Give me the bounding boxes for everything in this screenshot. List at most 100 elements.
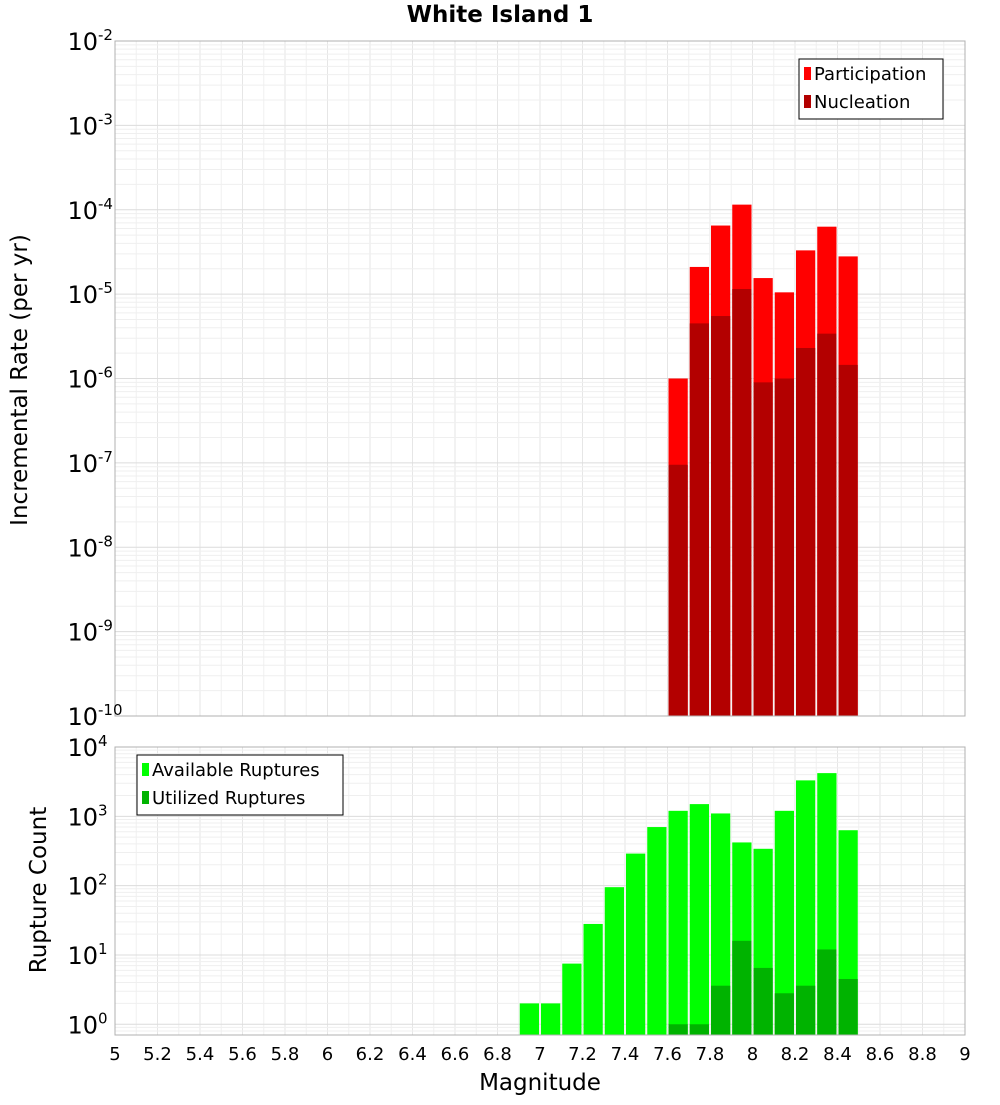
x-tick-label: 5.4 (186, 1044, 215, 1065)
x-tick-label: 7.2 (568, 1044, 597, 1065)
y-tick-label-base: 10 (67, 1011, 98, 1039)
y-tick-label-base: 10 (67, 942, 98, 970)
x-tick-label: 6.8 (483, 1044, 512, 1065)
y-tick-label-exponent: -9 (98, 617, 113, 635)
legend-swatch (804, 95, 811, 108)
x-tick-label: 8.6 (866, 1044, 895, 1065)
x-tick-label: 5.6 (228, 1044, 257, 1065)
utilized-ruptures-bar (817, 949, 837, 1035)
utilized-ruptures-bar (774, 993, 794, 1035)
y-tick-label-exponent: -7 (98, 448, 113, 466)
x-tick-label: 7 (534, 1044, 545, 1065)
top-y-axis-label: Incremental Rate (per yr) (7, 234, 33, 526)
x-tick-label: 6.2 (356, 1044, 385, 1065)
nucleation-bar (711, 316, 731, 716)
legend-box (798, 58, 944, 120)
y-tick-label-base: 10 (67, 873, 98, 901)
utilized-ruptures-bar (796, 985, 816, 1035)
available-ruptures-bar (626, 853, 646, 1035)
nucleation-bar (796, 347, 816, 716)
available-ruptures-bar (711, 813, 731, 1035)
y-tick-label-base: 10 (67, 28, 98, 56)
available-ruptures-bar (774, 810, 794, 1035)
utilized-ruptures-bar (668, 1024, 688, 1035)
y-tick-label-exponent: -3 (98, 110, 113, 128)
x-tick-label: 8.2 (781, 1044, 810, 1065)
legend-swatch (804, 67, 811, 80)
bottom-legend: Available Ruptures Utilized Ruptures (136, 754, 344, 816)
y-tick-label-base: 10 (67, 112, 98, 140)
y-tick-label-base: 10 (67, 281, 98, 309)
panel-0-grid (114, 40, 966, 717)
y-tick-label-exponent: -2 (98, 26, 113, 44)
y-tick-label-base: 10 (67, 450, 98, 478)
legend-swatch (142, 763, 149, 776)
x-tick-label: 9 (959, 1044, 970, 1065)
x-tick-label: 7.6 (653, 1044, 682, 1065)
nucleation-bar (817, 333, 837, 716)
available-ruptures-bar (519, 1003, 539, 1035)
y-tick-label-exponent: 4 (98, 732, 108, 750)
available-ruptures-bar (604, 887, 624, 1035)
utilized-ruptures-bar (753, 967, 773, 1035)
utilized-ruptures-bar (838, 978, 858, 1035)
nucleation-bar (838, 364, 858, 716)
chart-title: White Island 1 (407, 2, 594, 28)
y-tick-label-exponent: 0 (98, 1009, 108, 1027)
available-ruptures-bar (796, 780, 816, 1035)
nucleation-bar (753, 382, 773, 716)
x-tick-label: 8 (747, 1044, 758, 1065)
utilized-ruptures-bar (732, 940, 752, 1035)
legend-swatch (142, 791, 149, 804)
x-tick-label: 8.4 (823, 1044, 852, 1065)
nucleation-bar (668, 464, 688, 716)
x-tick-label: 6 (322, 1044, 333, 1065)
available-ruptures-bar (668, 810, 688, 1035)
y-tick-label-base: 10 (67, 703, 98, 731)
x-tick-label: 5.8 (271, 1044, 300, 1065)
x-tick-label: 7.8 (696, 1044, 725, 1065)
y-tick-label-base: 10 (67, 197, 98, 225)
legend-box (136, 754, 344, 816)
nucleation-bar (774, 378, 794, 716)
available-ruptures-bar (541, 1003, 561, 1035)
y-tick-label-exponent: -5 (98, 279, 113, 297)
plot-frame-1 (114, 746, 966, 1036)
utilized-ruptures-bar (689, 1024, 709, 1035)
x-tick-label: 7.4 (611, 1044, 640, 1065)
bottom-bars (519, 773, 858, 1035)
y-tick-label-exponent: -4 (98, 195, 113, 213)
x-tick-label: 5.2 (143, 1044, 172, 1065)
available-ruptures-bar (562, 963, 582, 1035)
top-legend: Participation Nucleation (798, 58, 944, 120)
utilized-ruptures-bar (711, 985, 731, 1035)
x-tick-label: 5 (109, 1044, 120, 1065)
y-tick-label-base: 10 (67, 534, 98, 562)
legend-label: Utilized Ruptures (152, 788, 305, 809)
available-ruptures-bar (583, 923, 603, 1035)
y-tick-label-exponent: -8 (98, 532, 113, 550)
legend-label: Nucleation (814, 92, 910, 113)
y-tick-label-exponent: 2 (98, 871, 108, 889)
y-tick-label-base: 10 (67, 619, 98, 647)
legend-label: Participation (814, 64, 926, 85)
available-ruptures-bar (689, 804, 709, 1035)
y-tick-label-exponent: 1 (98, 940, 108, 958)
plot-frame-0 (114, 40, 966, 717)
legend-label: Available Ruptures (152, 760, 320, 781)
bottom-y-axis-label: Rupture Count (26, 807, 52, 973)
x-tick-label: 6.6 (441, 1044, 470, 1065)
nucleation-bar (689, 323, 709, 716)
x-axis-label: Magnitude (479, 1070, 601, 1096)
top-bars (668, 204, 858, 717)
y-tick-label-exponent: -10 (98, 701, 123, 719)
y-tick-label-base: 10 (67, 803, 98, 831)
y-tick-label-base: 10 (67, 734, 98, 762)
nucleation-bar (732, 289, 752, 716)
x-tick-label: 8.8 (908, 1044, 937, 1065)
y-tick-label-base: 10 (67, 366, 98, 394)
y-tick-label-exponent: 3 (98, 801, 108, 819)
y-tick-label-exponent: -6 (98, 364, 113, 382)
